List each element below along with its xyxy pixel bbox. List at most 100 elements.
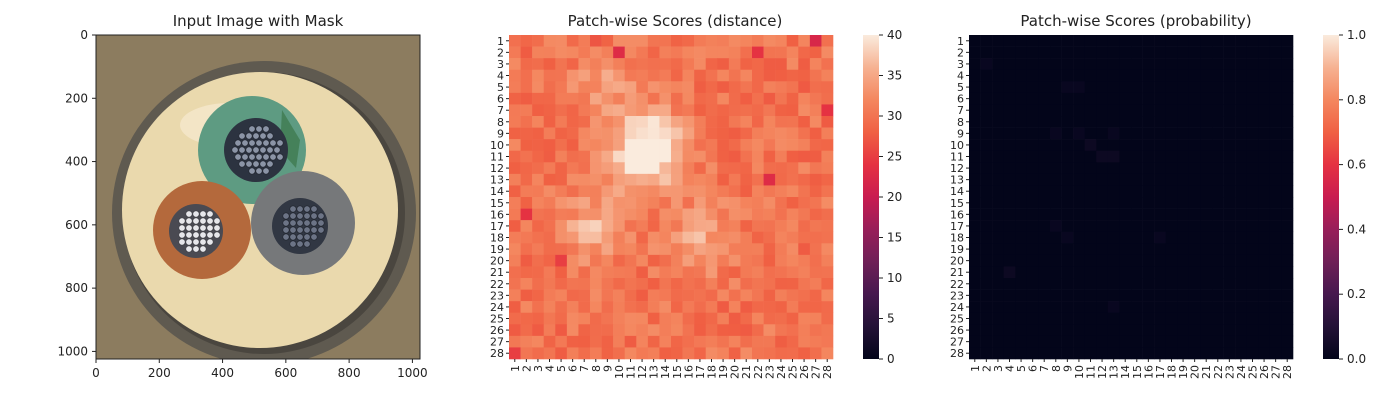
heatmap-cell	[636, 116, 649, 128]
heatmap-cell	[809, 104, 822, 117]
heatmap-cell	[1154, 278, 1167, 290]
heatmap-cell	[705, 35, 718, 47]
heatmap-cell	[520, 104, 533, 117]
heatmap-cell	[809, 35, 822, 47]
heatmap-cell	[1061, 289, 1074, 302]
heatmap-cell	[671, 312, 683, 325]
heatmap-cell	[809, 289, 822, 302]
heatmap-cell	[659, 220, 672, 233]
heatmap-cell	[636, 185, 649, 198]
heatmap-cell	[775, 197, 788, 209]
heatmap-cell	[728, 150, 741, 163]
heatmap-cell	[1084, 312, 1097, 325]
heatmap-cell	[969, 104, 981, 117]
heatmap-cell	[717, 220, 730, 233]
heatmap-cell	[1269, 254, 1282, 267]
heatmap-cell	[694, 92, 707, 105]
heatmap-cell	[1131, 266, 1143, 279]
heatmap-cell	[992, 35, 1005, 47]
heatmap-cell	[809, 347, 822, 360]
heatmap-cell	[1269, 69, 1282, 82]
heatmap-cell	[1235, 46, 1248, 59]
heatmap-cell	[601, 301, 614, 314]
heatmap-cell	[1212, 185, 1224, 198]
image-x-axis: 0 200 400 600 800 1000	[92, 359, 428, 380]
heatmap-cell	[1107, 185, 1120, 198]
heatmap-cell	[682, 92, 695, 105]
heatmap-cell	[1246, 127, 1259, 140]
heatmap-cell	[969, 208, 981, 221]
heatmap-cell	[1061, 150, 1074, 163]
heatmap-cell	[509, 92, 521, 105]
heatmap-cell	[1038, 139, 1051, 152]
heatmap-cell	[980, 150, 993, 163]
heatmap-cell	[1188, 347, 1201, 360]
heatmap-cell	[1073, 185, 1086, 198]
heatmap-cell	[969, 254, 981, 267]
heatmap-cell	[705, 324, 718, 337]
heatmap-cell	[969, 278, 981, 290]
heatmap-cell	[1200, 139, 1213, 152]
heatmap-cell	[694, 220, 707, 233]
heatmap-cell	[555, 335, 568, 348]
heatmap-cell	[763, 324, 776, 337]
heatmap-cell	[809, 81, 822, 94]
heatmap-cell	[1096, 231, 1109, 244]
heatmap-cell	[555, 243, 568, 256]
heatmap-cell	[636, 197, 649, 209]
heatmap-cell	[647, 185, 660, 198]
heatmap-cell	[1246, 220, 1259, 233]
heatmap-cell	[543, 220, 556, 233]
heatmap-cell	[821, 116, 834, 128]
heatmap-cell	[566, 104, 579, 117]
heatmap-cell	[1165, 197, 1178, 209]
heatmap-cell	[1003, 254, 1016, 267]
heatmap-cell	[1258, 139, 1271, 152]
heatmap-cell	[1142, 243, 1155, 256]
heatmap-cell	[1188, 58, 1201, 71]
row-label: 9	[957, 127, 964, 140]
heatmap-cell	[613, 278, 626, 290]
heatmap-cell	[1188, 197, 1201, 209]
heatmap-cell	[682, 81, 695, 94]
heatmap-cell	[671, 58, 683, 71]
heatmap-cell	[1235, 254, 1248, 267]
heatmap-cell	[578, 116, 591, 128]
heatmap-cell	[1038, 278, 1051, 290]
heatmap-cell	[1131, 243, 1143, 256]
heatmap-cell	[1107, 81, 1120, 94]
image-x-tick-label: 0	[92, 366, 100, 380]
heatmap-cell	[543, 197, 556, 209]
heatmap-cell	[740, 69, 753, 82]
heatmap-cell	[752, 116, 764, 128]
col-label: 6	[1027, 365, 1040, 372]
heatmap-cell	[1015, 139, 1028, 152]
heatmap-cell	[1096, 35, 1109, 47]
heatmap-cell	[763, 81, 776, 94]
row-label: 28	[490, 347, 504, 360]
heatmap-cell	[601, 208, 614, 221]
heatmap-cell	[1258, 69, 1271, 82]
col-label: 7	[578, 365, 591, 372]
heatmap-cell	[1188, 185, 1201, 198]
heatmap-cell	[694, 301, 707, 314]
heatmap-cell	[1188, 289, 1201, 302]
heatmap-cell	[1107, 116, 1120, 128]
heatmap-cell	[520, 324, 533, 337]
heatmap-cell	[659, 278, 672, 290]
heatmap-cell	[705, 58, 718, 71]
heatmap-cell	[566, 185, 579, 198]
heatmap-cell	[578, 162, 591, 175]
heatmap-cell	[1235, 127, 1248, 140]
heatmap-cell	[1188, 312, 1201, 325]
heatmap-cell	[1154, 150, 1167, 163]
col-label: 25	[787, 365, 800, 379]
heatmap-cell	[601, 162, 614, 175]
colorbar-tick-label: 0.8	[1347, 93, 1366, 107]
col-label: 18	[706, 365, 719, 379]
heatmap-cell	[520, 92, 533, 105]
copper-strands	[178, 125, 325, 253]
heatmap-cell	[992, 127, 1005, 140]
